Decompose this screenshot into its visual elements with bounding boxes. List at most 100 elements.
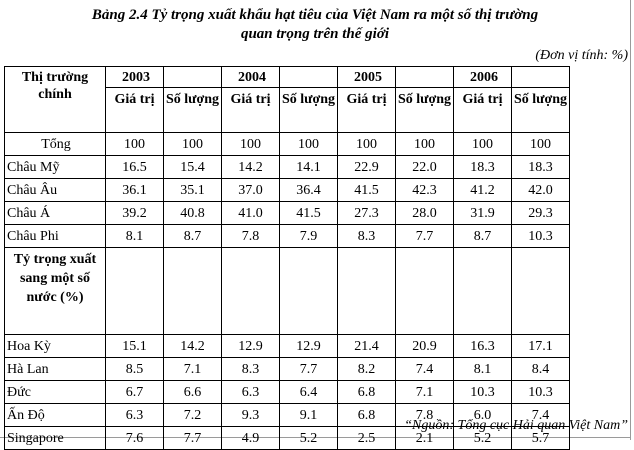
table-cell: 6.4 [279, 380, 338, 404]
value-header: Giá trị [221, 87, 280, 133]
table-cell: 22.0 [395, 155, 454, 179]
table-cell: 100 [279, 132, 338, 156]
table-cell: 18.3 [511, 155, 570, 179]
title-line-1: Bảng 2.4 Tỷ trọng xuất khẩu hạt tiêu của… [91, 7, 539, 23]
quantity-header: Số lượng [511, 87, 570, 133]
year-header-2005: 2005 [337, 66, 396, 88]
table-row: Hoa Kỳ 15.1 14.2 12.9 12.9 21.4 20.9 16.3 17.1 [4, 334, 570, 358]
table-cell: 31.9 [453, 201, 512, 225]
table-cell: 7.6 [105, 426, 164, 450]
value-header: Giá trị [453, 87, 512, 133]
table-cell: 12.9 [221, 334, 280, 358]
year-header-2004: 2004 [221, 66, 280, 88]
table-cell [395, 247, 454, 335]
table-cell: 7.4 [511, 403, 570, 427]
market-header: Thị trường chính [4, 66, 106, 133]
table-row: Châu Âu 36.1 35.1 37.0 36.4 41.5 42.3 41.2 42.0 [4, 178, 570, 202]
table-cell: 8.7 [163, 224, 222, 248]
unit-note: (Đơn vị tính: %) [535, 48, 628, 63]
table-cell [279, 247, 338, 335]
table-cell: 41.2 [453, 178, 512, 202]
table-row: Ấn Độ 6.3 7.2 9.3 9.1 6.8 7.8 6.0 7.4 [4, 403, 570, 427]
table-cell: 10.3 [511, 380, 570, 404]
section-label: Tỷ trọng xuất sang một số nước (%) [4, 247, 106, 335]
quantity-header: Số lượng [163, 87, 222, 133]
title-line-2: quan trọng trên thế giới [240, 26, 390, 42]
table-cell: 37.0 [221, 178, 280, 202]
table-cell: 42.0 [511, 178, 570, 202]
year-header-gap [395, 66, 454, 88]
year-header-gap [511, 66, 570, 88]
table-cell: 16.3 [453, 334, 512, 358]
row-label: Singapore [4, 426, 106, 450]
export-share-table: Thị trường chính 2003 2004 2005 2006 Giá… [4, 66, 570, 450]
table-cell: 8.4 [511, 357, 570, 381]
frame-right-border [630, 0, 631, 440]
row-label: Hà Lan [4, 357, 106, 381]
table-cell: 6.6 [163, 380, 222, 404]
table-cell: 35.1 [163, 178, 222, 202]
table-cell [221, 247, 280, 335]
row-label: Đức [4, 380, 106, 404]
table-cell: 2.5 [337, 426, 396, 450]
table-cell: 100 [453, 132, 512, 156]
table-cell: 14.1 [279, 155, 338, 179]
table-cell: 8.7 [453, 224, 512, 248]
table-title: Bảng 2.4 Tỷ trọng xuất khẩu hạt tiêu của… [0, 6, 630, 44]
row-label: Châu Á [4, 201, 106, 225]
table-cell: 8.3 [221, 357, 280, 381]
table-cell: 100 [337, 132, 396, 156]
table-cell: 5.2 [279, 426, 338, 450]
table-cell: 16.5 [105, 155, 164, 179]
table-cell: 28.0 [395, 201, 454, 225]
table-row: Hà Lan 8.5 7.1 8.3 7.7 8.2 7.4 8.1 8.4 [4, 357, 570, 381]
table-cell: 8.1 [105, 224, 164, 248]
table-cell: 6.8 [337, 403, 396, 427]
table-cell: 14.2 [163, 334, 222, 358]
table-cell: 18.3 [453, 155, 512, 179]
row-label: Ấn Độ [4, 403, 106, 427]
quantity-header: Số lượng [395, 87, 454, 133]
table-cell [337, 247, 396, 335]
table-cell: 7.7 [279, 357, 338, 381]
year-header-gap [163, 66, 222, 88]
table-cell: 10.3 [453, 380, 512, 404]
region-rows: Tổng 100 100 100 100 100 100 100 100 Châu Mỹ 16.5 1… [4, 132, 570, 248]
table-cell [105, 247, 164, 335]
table-cell: 20.9 [395, 334, 454, 358]
row-label: Châu Phi [4, 224, 106, 248]
table-cell: 9.3 [221, 403, 280, 427]
year-header-2003: 2003 [105, 66, 164, 88]
table-cell: 7.1 [163, 357, 222, 381]
table-cell: 40.8 [163, 201, 222, 225]
table-cell: 100 [221, 132, 280, 156]
section-row-group: Tỷ trọng xuất sang một số nước (%) [4, 247, 570, 335]
table-cell: 7.7 [395, 224, 454, 248]
table-cell: 36.4 [279, 178, 338, 202]
table-cell: 7.2 [163, 403, 222, 427]
table-cell: 14.2 [221, 155, 280, 179]
table-cell: 100 [105, 132, 164, 156]
table-cell [453, 247, 512, 335]
table-cell: 7.7 [163, 426, 222, 450]
table-cell [163, 247, 222, 335]
table-cell: 27.3 [337, 201, 396, 225]
table-cell: 7.4 [395, 357, 454, 381]
row-label: Châu Mỹ [4, 155, 106, 179]
table-row: Châu Á 39.2 40.8 41.0 41.5 27.3 28.0 31.9 29.3 [4, 201, 570, 225]
table-cell: 10.3 [511, 224, 570, 248]
table-cell: 21.4 [337, 334, 396, 358]
table-cell: 39.2 [105, 201, 164, 225]
table-cell: 15.1 [105, 334, 164, 358]
quantity-header: Số lượng [279, 87, 338, 133]
table-cell: 8.5 [105, 357, 164, 381]
table-cell: 36.1 [105, 178, 164, 202]
row-label: Châu Âu [4, 178, 106, 202]
table-row: Châu Mỹ 16.5 15.4 14.2 14.1 22.9 22.0 18.3 18.3 [4, 155, 570, 179]
table-row: Tổng 100 100 100 100 100 100 100 100 [4, 132, 570, 156]
table-cell: 41.5 [279, 201, 338, 225]
table-cell: 42.3 [395, 178, 454, 202]
table-cell: 100 [511, 132, 570, 156]
table-cell: 12.9 [279, 334, 338, 358]
row-label: Hoa Kỳ [4, 334, 106, 358]
